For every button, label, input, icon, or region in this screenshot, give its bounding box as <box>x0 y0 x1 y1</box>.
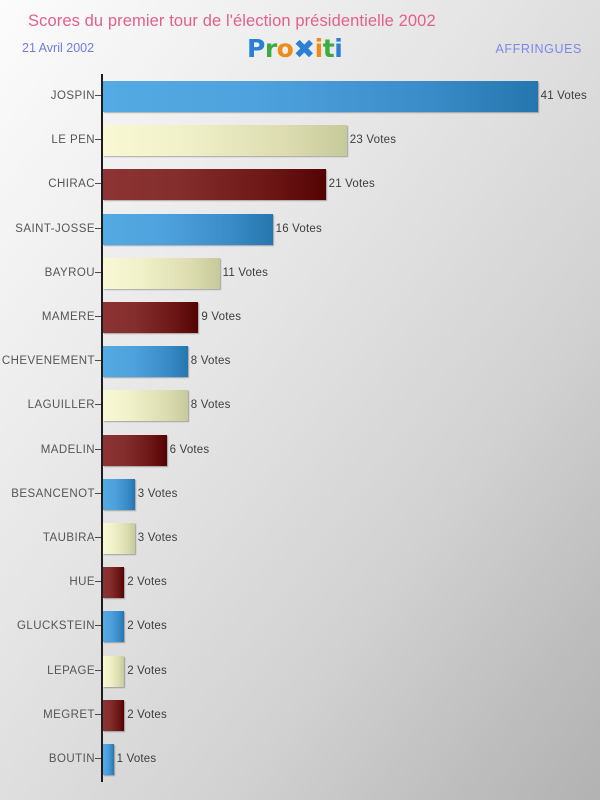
logo-letter-0: P <box>247 34 265 63</box>
bar[interactable] <box>103 213 273 245</box>
bar-row[interactable]: CHIRAC 21 Votes <box>0 162 600 206</box>
bar-category-label: CHIRAC <box>48 178 95 191</box>
axis-tick <box>95 492 101 494</box>
bar-value-label: 9 Votes <box>201 311 242 323</box>
bar[interactable] <box>103 655 125 687</box>
axis-tick <box>95 227 101 229</box>
bar-value-label: 8 Votes <box>190 355 231 368</box>
bar-value-label: 41 Votes <box>540 90 587 102</box>
bar-value-label: 3 Votes <box>137 532 178 544</box>
proxiti-logo[interactable]: Pro✖iti <box>247 34 343 65</box>
bar-category-label: MEGRET <box>43 708 95 721</box>
bar[interactable] <box>103 302 199 333</box>
axis-tick <box>95 139 101 141</box>
axis-tick <box>95 713 101 715</box>
bar-row[interactable]: GLUCKSTEIN 2 Votes <box>0 604 600 648</box>
bar-row[interactable]: BESANCENOT 3 Votes <box>0 472 600 516</box>
bar-row[interactable]: LE PEN 23 Votes <box>0 118 600 162</box>
axis-tick <box>95 183 101 185</box>
bar[interactable] <box>103 744 114 775</box>
bar-value-label: 2 Votes <box>127 708 167 721</box>
bar[interactable] <box>103 478 135 510</box>
bar[interactable] <box>103 81 538 112</box>
logo-letter-4: i <box>314 34 324 63</box>
bar[interactable] <box>103 699 125 731</box>
bar-row[interactable]: TAUBIRA 3 Votes <box>0 516 600 560</box>
bar-row[interactable]: BOUTIN 1 Votes <box>0 737 600 781</box>
axis-tick <box>95 669 101 671</box>
bar-category-label: GLUCKSTEIN <box>17 620 95 633</box>
bar-row[interactable]: CHEVENEMENT 8 Votes <box>0 339 600 383</box>
bar-value-label: 2 Votes <box>127 664 167 677</box>
bar-category-label: CHEVENEMENT <box>1 355 95 368</box>
bar-category-label: MADELIN <box>40 443 95 456</box>
bar[interactable] <box>103 611 125 643</box>
bar-row[interactable]: MAMERE 9 Votes <box>0 295 600 339</box>
bar-category-label: LEPAGE <box>47 664 95 677</box>
bar[interactable] <box>103 257 220 289</box>
y-axis-line <box>101 74 103 782</box>
bar-row[interactable]: BAYROU 11 Votes <box>0 251 600 295</box>
page-title: Scores du premier tour de l'élection pré… <box>28 12 436 30</box>
bar-row[interactable]: HUE 2 Votes <box>0 560 600 604</box>
axis-tick <box>95 271 101 273</box>
locality-label: AFFRINGUES <box>495 42 582 56</box>
axis-tick <box>95 581 101 583</box>
axis-tick <box>95 625 101 627</box>
bar-category-label: TAUBIRA <box>42 532 95 544</box>
bar[interactable] <box>103 125 347 157</box>
bar-category-label: BESANCENOT <box>11 487 95 500</box>
bar-value-label: 3 Votes <box>137 487 178 500</box>
axis-tick <box>95 95 101 96</box>
logo-letter-1: r <box>264 34 277 63</box>
bar-value-label: 11 Votes <box>222 266 269 279</box>
bar-row[interactable]: MEGRET 2 Votes <box>0 693 600 737</box>
bar-chart-plot-area: JOSPIN 41 Votes LE PEN 23 Votes CHIRAC 21 Vot… <box>0 74 600 786</box>
bar-value-label: 2 Votes <box>127 620 167 633</box>
bar-category-label: SAINT-JOSSE <box>15 222 95 235</box>
bar[interactable] <box>103 346 188 378</box>
bar-row[interactable]: LAGUILLER 8 Votes <box>0 383 600 427</box>
axis-tick <box>95 404 101 406</box>
bar-value-label: 8 Votes <box>190 399 231 412</box>
bar-value-label: 2 Votes <box>127 576 167 589</box>
bar-row[interactable]: LEPAGE 2 Votes <box>0 649 600 693</box>
bar-category-label: LE PEN <box>51 134 95 147</box>
bar-row[interactable]: SAINT-JOSSE 16 Votes <box>0 207 600 251</box>
axis-tick <box>95 316 101 317</box>
axis-tick <box>95 758 101 759</box>
bar-value-label: 16 Votes <box>275 222 322 235</box>
logo-letter-5: t <box>322 34 335 63</box>
bar-category-label: BOUTIN <box>48 753 95 765</box>
axis-tick <box>95 537 101 538</box>
bar[interactable] <box>103 567 125 599</box>
bar-category-label: HUE <box>69 576 95 589</box>
bar-category-label: MAMERE <box>41 311 95 323</box>
bar-category-label: LAGUILLER <box>27 399 95 412</box>
bar-category-label: JOSPIN <box>50 90 95 102</box>
bar[interactable] <box>103 434 167 466</box>
logo-letter-6: i <box>334 34 343 63</box>
bar-row[interactable]: JOSPIN 41 Votes <box>0 74 600 118</box>
logo-letter-2: o <box>276 34 294 63</box>
logo-letter-3: ✖ <box>293 35 315 65</box>
bar-value-label: 23 Votes <box>349 134 397 147</box>
bar-row[interactable]: MADELIN 6 Votes <box>0 428 600 472</box>
bar-category-label: BAYROU <box>44 266 95 279</box>
bar-value-label: 21 Votes <box>328 178 375 191</box>
axis-tick <box>95 448 101 450</box>
bar-value-label: 1 Votes <box>116 753 157 765</box>
bar-value-label: 6 Votes <box>169 443 210 456</box>
election-date-label: 21 Avril 2002 <box>22 41 95 55</box>
bar[interactable] <box>103 169 326 201</box>
axis-tick <box>95 360 101 362</box>
bar[interactable] <box>103 523 135 554</box>
bar[interactable] <box>103 390 188 422</box>
